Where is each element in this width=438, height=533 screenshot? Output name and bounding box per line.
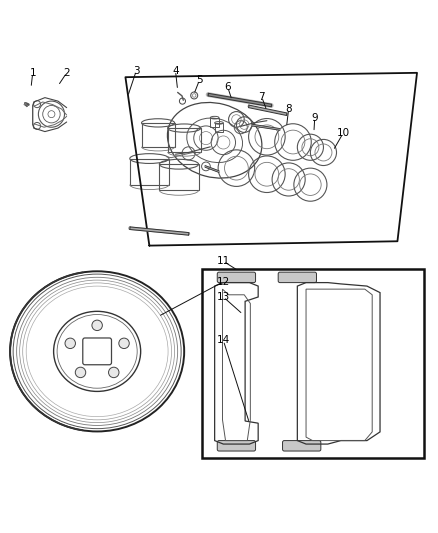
FancyBboxPatch shape [283, 441, 321, 451]
Text: 6: 6 [224, 82, 231, 92]
Text: 7: 7 [258, 92, 265, 102]
Bar [201, 269, 424, 458]
Text: 5: 5 [196, 75, 203, 85]
Text: 11: 11 [217, 256, 230, 266]
Text: 8: 8 [285, 104, 292, 114]
Text: 12: 12 [217, 277, 230, 287]
Circle shape [92, 320, 102, 330]
FancyBboxPatch shape [217, 441, 255, 451]
Text: 9: 9 [311, 112, 318, 123]
Circle shape [75, 367, 86, 378]
FancyBboxPatch shape [217, 272, 255, 282]
Circle shape [119, 338, 129, 349]
Text: 4: 4 [172, 66, 179, 76]
Circle shape [65, 338, 75, 349]
Text: 1: 1 [29, 68, 36, 78]
Circle shape [109, 367, 119, 378]
Text: 10: 10 [336, 128, 350, 139]
Text: 3: 3 [133, 66, 140, 76]
FancyBboxPatch shape [278, 272, 317, 282]
Text: 2: 2 [64, 68, 70, 78]
Text: 14: 14 [217, 335, 230, 345]
Text: 13: 13 [217, 292, 230, 302]
